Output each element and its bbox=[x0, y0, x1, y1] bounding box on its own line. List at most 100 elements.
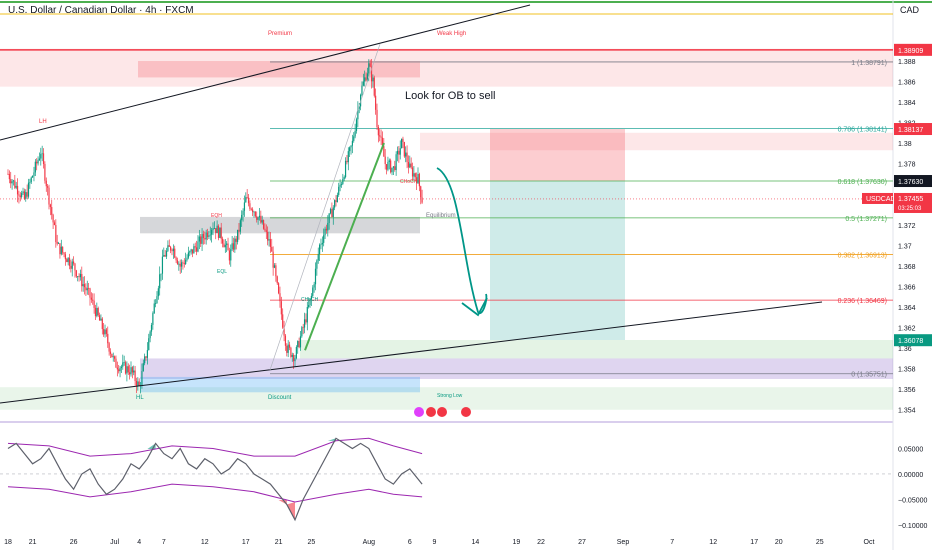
price-tick-label: 1.362 bbox=[898, 326, 916, 333]
candle-body bbox=[115, 358, 117, 368]
candle-body bbox=[294, 358, 296, 362]
candle-body bbox=[257, 217, 259, 220]
candle-body bbox=[275, 265, 277, 277]
overbought-fill bbox=[327, 438, 336, 441]
candle-body bbox=[138, 381, 140, 386]
candle-body bbox=[302, 327, 304, 329]
candle-body bbox=[391, 167, 393, 173]
lower-band-line bbox=[7, 483, 423, 503]
candle-body bbox=[109, 351, 112, 354]
eql-label: EQL bbox=[217, 269, 227, 275]
symbol-title[interactable]: U.S. Dollar / Canadian Dollar · 4h · FXC… bbox=[8, 5, 194, 16]
candle-body bbox=[152, 313, 154, 325]
look-for-ob-label: Look for OB to sell bbox=[405, 90, 496, 102]
candle-body bbox=[66, 259, 68, 263]
candle-body bbox=[219, 227, 221, 238]
candle-body bbox=[213, 228, 215, 229]
candle-body bbox=[193, 246, 195, 254]
candle-body bbox=[410, 163, 412, 168]
price-tick-label: 1.356 bbox=[898, 387, 916, 394]
fib-level-label: 0.786 (1.38141) bbox=[838, 127, 887, 134]
fib-diagonal-line bbox=[269, 43, 381, 371]
candle-body bbox=[306, 307, 308, 323]
candle-body bbox=[59, 243, 61, 255]
event-icon-2[interactable] bbox=[437, 407, 447, 417]
time-tick-label: 22 bbox=[537, 539, 545, 546]
candle-body bbox=[401, 138, 403, 149]
time-tick-label: 21 bbox=[275, 539, 283, 546]
event-icon-1[interactable] bbox=[426, 407, 436, 417]
candle-body bbox=[262, 220, 265, 229]
drawings-layer bbox=[0, 4, 823, 404]
candle-body bbox=[293, 354, 295, 362]
candle-body bbox=[399, 148, 401, 155]
candle-body bbox=[129, 372, 131, 375]
flag-icon[interactable] bbox=[414, 407, 424, 417]
discount-label: Discount bbox=[268, 395, 292, 401]
candle-body bbox=[205, 232, 207, 240]
annotations-layer: Premium Weak High Look for OB to sell Equil… bbox=[39, 31, 496, 401]
indicator-tick-label: −0.05000 bbox=[898, 497, 927, 504]
fib-level-label: 0.5 (1.37271) bbox=[845, 216, 887, 223]
strong-low-label: Strong Low bbox=[437, 393, 463, 399]
sell-ob-zone bbox=[420, 132, 893, 151]
candle-body bbox=[298, 341, 300, 348]
candle-body bbox=[235, 238, 237, 242]
candle-body bbox=[161, 256, 164, 274]
eqh-label: EQH bbox=[211, 213, 222, 219]
candle-body bbox=[358, 106, 360, 109]
time-tick-label: 9 bbox=[432, 539, 436, 546]
candle-body bbox=[131, 367, 133, 373]
candle-body bbox=[381, 137, 384, 147]
candle-body bbox=[167, 245, 169, 251]
currency-label: CAD bbox=[900, 5, 920, 15]
candle-body bbox=[253, 211, 255, 213]
candle-body bbox=[342, 178, 344, 184]
candle-body bbox=[165, 250, 168, 257]
price-tag-text: 1.37630 bbox=[898, 179, 923, 186]
time-tick-label: 7 bbox=[162, 539, 166, 546]
candle-body bbox=[319, 244, 321, 255]
candle-body bbox=[16, 185, 19, 195]
candle-body bbox=[309, 298, 311, 306]
candle-body bbox=[70, 265, 72, 269]
candle-body bbox=[405, 152, 407, 157]
indicator-pane bbox=[0, 437, 893, 522]
candle-body bbox=[105, 329, 107, 334]
us-flag-icon[interactable] bbox=[461, 407, 471, 417]
price-tick-label: 1.37 bbox=[898, 244, 912, 251]
candle-body bbox=[379, 135, 381, 137]
candle-body bbox=[228, 250, 230, 261]
candle-body bbox=[123, 362, 125, 363]
candle-body bbox=[114, 356, 116, 359]
candle-body bbox=[108, 343, 110, 352]
price-labels-layer: 1.38909 1.38137 1.37630 1.36078 USDCAD 1.3745… bbox=[0, 43, 932, 347]
price-tag-bg bbox=[894, 334, 932, 347]
candle-body bbox=[418, 173, 420, 187]
premium-label: Premium bbox=[268, 31, 292, 37]
candle-body bbox=[52, 214, 54, 223]
candle-body bbox=[372, 77, 374, 82]
candle-body bbox=[97, 307, 99, 316]
time-tick-label: 18 bbox=[4, 539, 12, 546]
candle-body bbox=[369, 63, 371, 67]
candle-body bbox=[406, 152, 408, 163]
candle-body bbox=[37, 159, 39, 164]
candle-body bbox=[403, 141, 405, 157]
event-icons[interactable] bbox=[414, 407, 471, 417]
candle-body bbox=[122, 362, 124, 367]
time-tick-label: Sep bbox=[617, 539, 630, 546]
price-tick-label: 1.36 bbox=[898, 346, 912, 353]
candle-body bbox=[303, 319, 306, 328]
candle-body bbox=[36, 161, 38, 164]
candle-body bbox=[82, 284, 84, 287]
candle-body bbox=[19, 195, 21, 197]
candle-body bbox=[267, 231, 269, 241]
candle-body bbox=[421, 197, 423, 203]
candle-body bbox=[249, 203, 251, 209]
candle-body bbox=[362, 81, 364, 86]
candle-body bbox=[176, 260, 179, 265]
candle-body bbox=[174, 248, 176, 258]
